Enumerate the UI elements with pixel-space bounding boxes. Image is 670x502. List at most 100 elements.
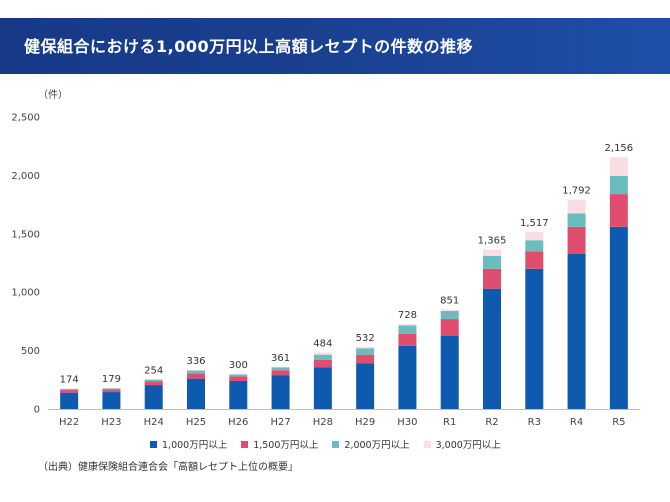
bar-segment-1 [525,268,544,409]
bar-segment-1 [229,380,248,409]
bar-segment-2 [567,226,586,254]
total-label: 728 [398,310,417,321]
bar-segment-4 [609,157,628,176]
bar-segment-3 [102,388,121,390]
bar-segment-2 [398,333,417,346]
bar-segment-3 [144,379,163,382]
bar-segment-1 [271,375,290,409]
bar-segment-3 [229,374,248,377]
x-tick-label: H24 [144,417,164,428]
y-tick-label: 0 [34,405,40,416]
x-tick-label: H29 [355,417,375,428]
total-label: 254 [144,365,163,376]
bar-segment-4 [187,369,205,371]
total-label: 484 [313,338,332,349]
legend-swatch [150,440,157,448]
x-tick-label: H25 [186,417,206,428]
x-tick-label: H23 [101,417,121,428]
bar-segment-4 [398,323,417,326]
x-tick-label: H22 [59,417,79,428]
bar-segment-3 [567,213,586,227]
bar-segment-3 [398,325,417,334]
x-tick-label: R3 [528,417,541,428]
legend-item: 2,000万円以上 [332,437,410,451]
bar-segment-3 [609,175,628,195]
bar-segment-1 [483,288,501,409]
bar-segment-1 [102,392,121,409]
total-label: 179 [102,374,121,385]
y-tick-label: 500 [21,346,40,357]
total-label: 532 [356,333,375,344]
legend-swatch [332,440,340,448]
bar-segment-1 [313,367,332,409]
page-title: 健保組合における1,000万円以上高額レセプトの件数の推移 [24,37,474,56]
legend-label: 1,000万円以上 [162,440,228,451]
source-note: （出典）健康保険組合連合会「高額レセプト上位の概要」 [38,462,298,473]
bar-segment-2 [102,389,121,393]
title-banner: 健保組合における1,000万円以上高額レセプトの件数の推移 [0,18,670,74]
x-tick-label: R1 [443,417,456,428]
x-tick-label: R2 [485,417,498,428]
total-label: 336 [186,356,205,367]
y-tick-label: 1,000 [11,288,40,299]
bar-chart: 0 500 1,000 1,500 2,000 2,500 174 H22 179 H23 254 H… [11,113,640,428]
total-label: 361 [271,353,290,364]
total-label: 1,792 [562,186,591,197]
bar-segment-1 [356,363,375,409]
bar-segment-1 [60,392,79,409]
bar-segment-2 [271,370,290,376]
y-tick-label: 1,500 [11,229,40,240]
bar-segment-3 [356,348,375,355]
bar-segment-2 [229,376,248,381]
legend-label: 2,000万円以上 [344,440,410,451]
legend-item: 1,500万円以上 [241,437,318,451]
total-label: 2,156 [605,143,634,154]
y-tick-label: 2,000 [11,171,40,182]
bar-segment-1 [144,385,163,409]
bar-segment-2 [440,319,459,336]
legend-item: 1,000万円以上 [150,437,227,451]
x-tick-label: R4 [570,417,583,428]
bar-segment-3 [60,388,79,391]
bar-segment-2 [609,194,628,227]
total-label: 174 [60,375,79,386]
bar-segment-4 [313,352,332,355]
y-tick-label: 2,500 [11,113,40,124]
total-label: 1,365 [478,236,507,247]
x-tick-label: H30 [397,417,417,428]
bar-segment-1 [398,345,417,409]
bar-segment-4 [567,199,586,214]
bar-segment-2 [356,354,375,364]
bar-segment-3 [187,370,205,374]
bar-segment-4 [525,231,544,241]
bar-segment-1 [567,253,586,409]
bar-segment-1 [609,226,628,409]
bar-segment-3 [271,367,290,371]
x-tick-label: R5 [612,417,625,428]
chart-legend: 1,000万円以上 1,500万円以上 2,000万円以上 3,000万円以上 [150,437,501,451]
bar-segment-2 [525,251,544,269]
bar-segment-3 [483,255,501,269]
bar-segment-1 [440,336,459,409]
legend-item: 3,000万円以上 [423,437,501,451]
legend-label: 3,000万円以上 [435,440,501,451]
bar-segment-4 [483,249,501,256]
y-unit-label: （件） [38,90,68,101]
bar-segment-3 [440,310,459,320]
bar-segment-2 [144,381,163,386]
legend-swatch [241,440,249,448]
bar-segment-2 [313,359,332,368]
legend-swatch [423,440,431,448]
total-label: 300 [229,360,248,371]
total-label: 1,517 [520,218,549,229]
bar-segment-3 [525,240,544,252]
legend-label: 1,500万円以上 [253,440,319,451]
bar-segment-1 [187,378,205,409]
total-label: 851 [440,296,459,307]
x-tick-label: H26 [228,417,248,428]
bar-segment-2 [483,268,501,289]
bar-segment-4 [440,309,459,311]
bar-segment-4 [356,346,375,349]
bar-segment-3 [313,354,332,360]
x-tick-label: H28 [313,417,333,428]
